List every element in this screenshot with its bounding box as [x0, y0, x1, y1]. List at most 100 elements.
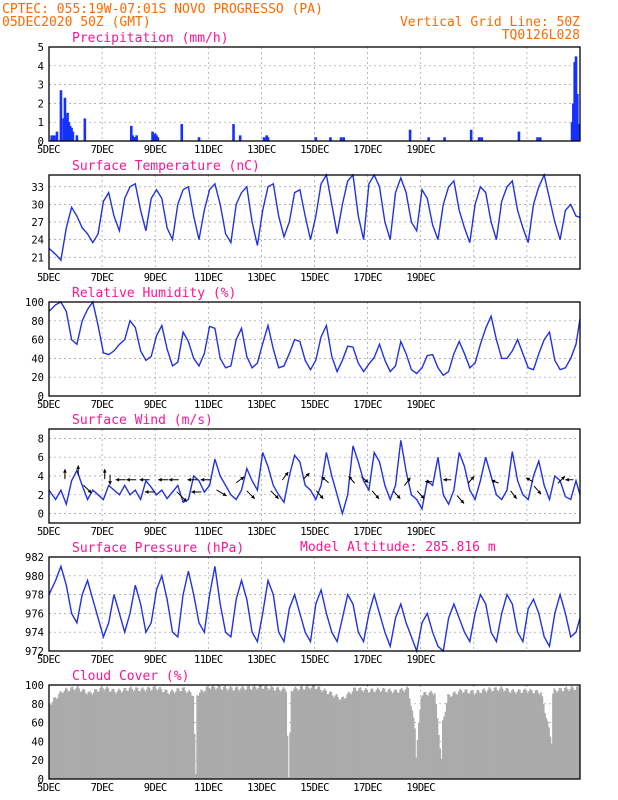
y-tick-label: 40 — [31, 736, 44, 748]
wind-arrow-head — [126, 477, 130, 482]
cloud-bar — [501, 688, 504, 779]
cloud-bar — [212, 685, 215, 779]
wind-arrow-head — [139, 477, 144, 482]
cloud-bar — [504, 690, 507, 779]
cloud-bar — [234, 687, 237, 779]
x-tick-label: 13DEC — [247, 399, 276, 411]
cloud-bar — [318, 686, 321, 779]
cloud-bar — [387, 689, 390, 779]
cloud-bar — [512, 688, 515, 779]
cloud-bar — [577, 685, 580, 779]
precip-bar — [152, 135, 156, 141]
cloud-bar — [506, 688, 509, 779]
cloud-bar — [542, 704, 545, 779]
wind-arrow-head — [158, 477, 162, 482]
cloud-bar — [225, 688, 228, 779]
x-tick-label: 19DEC — [406, 272, 435, 284]
cloud-bar — [520, 692, 522, 779]
cloud-bar — [119, 690, 122, 779]
precip-bar — [577, 124, 580, 141]
humidity-panel: 0 20 40 60 80 100 5DEC 7DEC 9DEC 11DEC 13DEC 15DEC 1… — [25, 286, 581, 411]
cloud-bar — [232, 690, 234, 779]
cloud-bar — [334, 695, 337, 779]
cloud-bar — [313, 685, 315, 779]
cloud-bar — [238, 690, 241, 779]
cloud-bar — [189, 691, 192, 779]
cloud-bar — [467, 692, 469, 779]
cloud-bar — [229, 686, 232, 779]
cloud-bar — [403, 691, 406, 779]
cloud-title: Cloud Cover (%) — [72, 669, 189, 684]
cloud-bar — [111, 688, 114, 779]
y-tick-label: 1 — [38, 117, 44, 129]
cloud-bar — [331, 695, 334, 779]
precip-bar — [232, 124, 235, 141]
cloud-bar — [364, 687, 367, 779]
wind-arrow-head — [537, 490, 542, 495]
cloud-bar — [217, 685, 220, 779]
cloud-bar — [218, 686, 221, 779]
x-tick-label: 13DEC — [247, 654, 276, 666]
cloud-bar — [164, 689, 167, 779]
cloud-bar — [199, 692, 201, 779]
cloud-bar — [422, 695, 424, 779]
cloud-bar — [471, 689, 473, 779]
cloud-bar — [49, 703, 51, 779]
cloud-bar — [294, 686, 297, 779]
precip-bar — [66, 112, 69, 141]
cloud-bar — [266, 687, 269, 779]
cloud-bar — [566, 689, 569, 779]
cloud-bar — [359, 687, 362, 779]
cloud-bar — [112, 688, 115, 779]
cloud-bar — [307, 687, 310, 779]
cloud-bar — [476, 689, 479, 779]
wind-arrow — [348, 475, 356, 484]
precip-bar — [63, 97, 67, 141]
precip-bar — [70, 127, 73, 141]
cloud-bar — [526, 692, 529, 779]
cloud-bar — [169, 691, 172, 779]
precip-bar — [50, 135, 53, 141]
cloud-bar — [115, 693, 118, 779]
cloud-bar — [147, 686, 149, 779]
precip-bar — [266, 137, 270, 141]
run-id-header: TQ0126L028 — [502, 28, 580, 43]
wind-arrow — [425, 479, 433, 484]
x-tick-label: 5DEC — [37, 782, 60, 794]
panel-frame — [48, 556, 581, 652]
x-tick-label: 19DEC — [406, 399, 435, 411]
precip-bar — [62, 118, 65, 141]
cloud-bar — [549, 736, 552, 779]
cloud-bar — [335, 694, 338, 779]
precip-bar — [68, 125, 72, 141]
wind-arrow — [557, 475, 566, 484]
cloud-bar — [469, 691, 472, 779]
cloud-bar — [440, 759, 443, 779]
cloud-bar — [310, 687, 313, 779]
wind-arrow-head — [420, 494, 425, 499]
wind-arrow — [491, 479, 499, 484]
cloud-bar — [269, 688, 272, 779]
cloud-bar — [302, 689, 305, 779]
pressure-panel: 972 974 976 978 980 982 5DEC 7DEC 9DEC 11DEC 13DEC… — [25, 541, 581, 666]
cloud-bar — [127, 691, 130, 779]
cloud-bar — [129, 686, 132, 779]
cloud-bar — [489, 688, 492, 779]
cloud-bar — [428, 692, 431, 779]
cloud-bar — [159, 686, 161, 779]
cloud-bar — [524, 688, 526, 779]
wind-arrow — [510, 490, 518, 500]
cloud-bar — [254, 687, 257, 779]
cloud-bar — [495, 687, 497, 779]
cloud-bar — [557, 690, 560, 779]
cloud-bar — [388, 688, 391, 779]
precip-bar — [314, 137, 318, 141]
cloud-bar — [298, 689, 301, 779]
cloud-bar — [276, 687, 278, 779]
cloud-bar — [424, 692, 427, 779]
wind-arrow — [144, 490, 155, 494]
x-tick-label: 13DEC — [247, 272, 276, 284]
cloud-bar — [537, 693, 540, 779]
cloud-bar — [349, 693, 351, 779]
cloud-bar — [246, 686, 249, 779]
